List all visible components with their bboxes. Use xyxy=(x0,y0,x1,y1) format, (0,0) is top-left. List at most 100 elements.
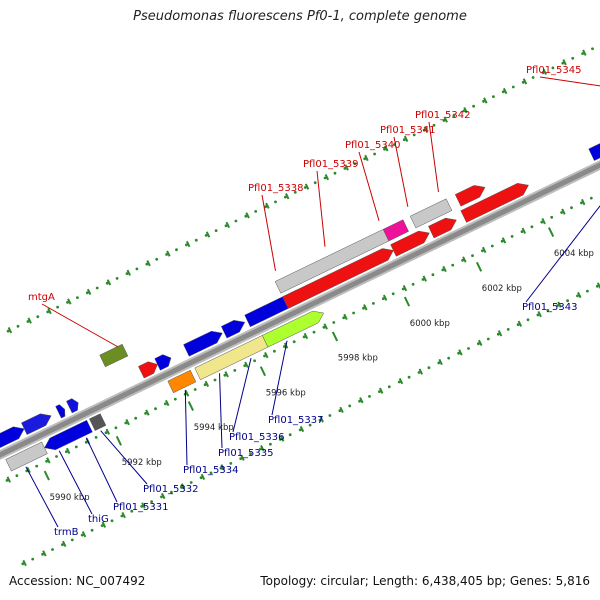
ruler-tick xyxy=(418,368,424,375)
ruler-dot xyxy=(540,220,544,224)
ruler-dot xyxy=(362,306,365,310)
ruler-tick xyxy=(27,317,32,324)
ruler-dot xyxy=(84,440,88,444)
ruler-dot xyxy=(15,474,19,477)
ruler-dot xyxy=(94,436,98,439)
gene-label-bottom: Pfl01_5331 xyxy=(113,502,169,513)
ruler-tick xyxy=(260,444,265,452)
ruler-tick xyxy=(303,332,309,340)
ruler-tick xyxy=(324,173,330,181)
ruler-dot xyxy=(511,85,515,89)
label-leader xyxy=(539,76,600,87)
ruler-dot xyxy=(492,95,495,98)
ruler-tick xyxy=(561,208,566,215)
ruler-dot xyxy=(134,416,138,420)
ruler-dot xyxy=(175,248,178,252)
ruler-dot xyxy=(576,294,579,298)
ruler-dot xyxy=(477,342,480,346)
ruler-tick xyxy=(378,387,384,394)
ruler-dot xyxy=(74,445,78,449)
gene-label-top: Pfl01_5339 xyxy=(303,159,359,170)
label-leader xyxy=(428,121,439,193)
ruler-dot xyxy=(61,543,64,547)
ruler-tick xyxy=(161,492,166,500)
gene-feature xyxy=(55,404,66,419)
gene-label-top: Pfl01_5345 xyxy=(526,65,582,76)
ruler-dot xyxy=(45,459,48,463)
scale-tick xyxy=(403,296,411,307)
ruler-tick xyxy=(220,464,225,471)
ruler-dot xyxy=(308,423,312,427)
ruler-dot xyxy=(253,359,256,363)
ruler-dot xyxy=(288,433,292,437)
genome-backbone xyxy=(0,160,600,460)
ruler-dot xyxy=(36,315,40,319)
ruler-dot xyxy=(219,466,223,470)
ruler-tick xyxy=(323,323,328,330)
ruler-tick xyxy=(483,97,488,104)
ruler-tick xyxy=(521,227,527,234)
ruler-dot xyxy=(343,167,347,170)
ruler-dot xyxy=(150,500,154,503)
ruler-dot xyxy=(431,273,435,277)
ruler-tick xyxy=(319,416,324,423)
ruler-dot xyxy=(209,471,213,475)
ruler-dot xyxy=(173,397,177,401)
ruler-dot xyxy=(165,253,169,256)
ruler-dot xyxy=(328,414,332,417)
ruler-tick xyxy=(200,473,206,480)
ruler-tick xyxy=(46,457,51,464)
ruler-tick xyxy=(42,550,47,557)
ruler-dot xyxy=(566,299,569,303)
ruler-dot xyxy=(90,528,94,532)
label-leader xyxy=(232,357,252,433)
scale-tick xyxy=(187,401,194,411)
ruler-tick xyxy=(522,78,528,85)
ruler-tick xyxy=(7,327,13,334)
ruler-dot xyxy=(516,323,520,326)
ruler-dot xyxy=(298,428,302,432)
ruler-tick xyxy=(81,531,87,538)
ruler-dot xyxy=(46,310,50,314)
ruler-dot xyxy=(352,311,355,315)
ruler-dot xyxy=(105,281,109,285)
ruler-tick xyxy=(185,240,191,248)
ruler-dot xyxy=(490,244,494,248)
label-leader xyxy=(184,389,188,466)
ruler-tick xyxy=(145,409,150,416)
ruler-dot xyxy=(100,524,104,527)
ruler-dot xyxy=(31,557,35,561)
label-leader xyxy=(58,450,93,515)
label-leader xyxy=(358,151,380,221)
ruler-tick xyxy=(562,59,567,66)
ruler-tick xyxy=(502,87,508,95)
gene-label-bottom: Pfl01_5336 xyxy=(229,432,285,443)
ruler-tick xyxy=(224,371,229,378)
gene-feature xyxy=(409,198,453,229)
ruler-dot xyxy=(193,388,197,391)
ruler-tick xyxy=(126,269,131,276)
ruler-dot xyxy=(303,186,307,189)
gene-label-bottom: thiG xyxy=(88,514,109,525)
ruler-dot xyxy=(135,267,139,271)
ruler-tick xyxy=(26,466,31,474)
gene-feature xyxy=(66,398,79,414)
gene-features xyxy=(0,143,600,472)
ruler-dot xyxy=(437,361,441,365)
ruler-tick xyxy=(62,540,67,547)
ruler-tick xyxy=(463,106,468,114)
ruler-dot xyxy=(229,462,233,465)
ruler-dot xyxy=(292,340,296,344)
ruler-dot xyxy=(16,324,20,328)
gene-feature xyxy=(154,354,172,371)
scale-tick xyxy=(259,366,267,377)
ruler-dot xyxy=(372,302,375,305)
ruler-dot xyxy=(189,481,193,484)
ruler-tick xyxy=(422,275,427,282)
ruler-dot xyxy=(114,426,118,430)
gene-label-bottom: Pfl01_5334 xyxy=(183,465,239,476)
scale-tick xyxy=(475,261,483,272)
ruler-dot xyxy=(412,133,416,137)
ruler-dot xyxy=(55,455,58,458)
ruler-tick xyxy=(501,237,507,244)
